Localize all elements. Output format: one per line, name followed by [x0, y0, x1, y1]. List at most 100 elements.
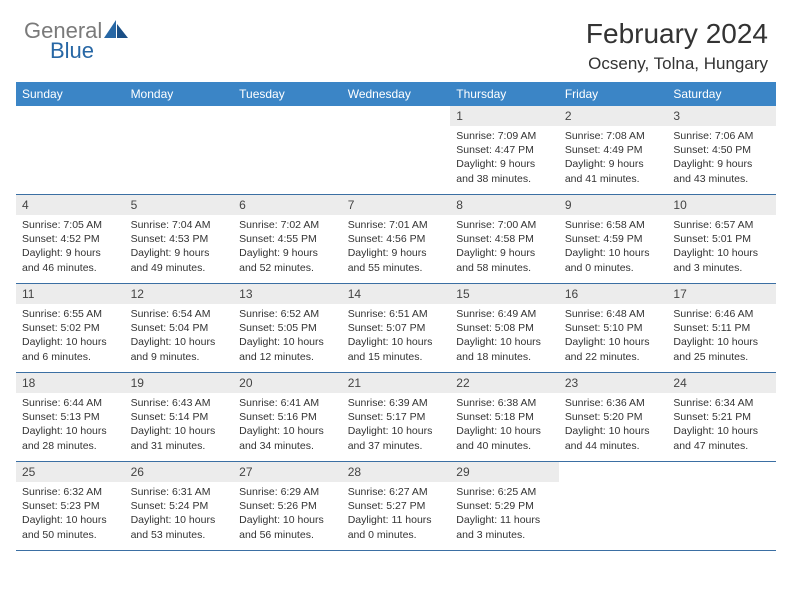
- day-details: Sunrise: 6:54 AMSunset: 5:04 PMDaylight:…: [125, 304, 234, 370]
- day-sunrise: Sunrise: 6:43 AM: [131, 396, 228, 410]
- day-day2: and 9 minutes.: [131, 350, 228, 364]
- day-sunset: Sunset: 4:59 PM: [565, 232, 662, 246]
- day-number: 12: [125, 284, 234, 304]
- day-details: Sunrise: 7:08 AMSunset: 4:49 PMDaylight:…: [559, 126, 668, 192]
- day-cell: 18Sunrise: 6:44 AMSunset: 5:13 PMDayligh…: [16, 373, 125, 461]
- day-details: Sunrise: 6:43 AMSunset: 5:14 PMDaylight:…: [125, 393, 234, 459]
- day-cell: [233, 106, 342, 194]
- day-cell: 17Sunrise: 6:46 AMSunset: 5:11 PMDayligh…: [667, 284, 776, 372]
- day-sunrise: Sunrise: 7:06 AM: [673, 129, 770, 143]
- logo-sail-icon: [104, 20, 130, 43]
- day-day2: and 38 minutes.: [456, 172, 553, 186]
- day-sunset: Sunset: 5:08 PM: [456, 321, 553, 335]
- day-sunrise: Sunrise: 7:08 AM: [565, 129, 662, 143]
- day-cell: 24Sunrise: 6:34 AMSunset: 5:21 PMDayligh…: [667, 373, 776, 461]
- day-number: 24: [667, 373, 776, 393]
- weekday-header: Tuesday: [233, 82, 342, 106]
- day-sunrise: Sunrise: 6:31 AM: [131, 485, 228, 499]
- day-sunset: Sunset: 5:04 PM: [131, 321, 228, 335]
- day-day2: and 40 minutes.: [456, 439, 553, 453]
- day-sunrise: Sunrise: 6:41 AM: [239, 396, 336, 410]
- day-day2: and 49 minutes.: [131, 261, 228, 275]
- day-sunrise: Sunrise: 6:34 AM: [673, 396, 770, 410]
- day-day1: Daylight: 9 hours: [22, 246, 119, 260]
- day-day1: Daylight: 10 hours: [131, 335, 228, 349]
- day-details: Sunrise: 6:55 AMSunset: 5:02 PMDaylight:…: [16, 304, 125, 370]
- day-sunset: Sunset: 5:07 PM: [348, 321, 445, 335]
- day-day2: and 0 minutes.: [348, 528, 445, 542]
- day-day1: Daylight: 10 hours: [456, 424, 553, 438]
- day-details: Sunrise: 6:57 AMSunset: 5:01 PMDaylight:…: [667, 215, 776, 281]
- day-cell: 22Sunrise: 6:38 AMSunset: 5:18 PMDayligh…: [450, 373, 559, 461]
- day-day1: Daylight: 10 hours: [239, 335, 336, 349]
- day-cell: 7Sunrise: 7:01 AMSunset: 4:56 PMDaylight…: [342, 195, 451, 283]
- day-day1: Daylight: 10 hours: [239, 424, 336, 438]
- day-day1: Daylight: 10 hours: [22, 513, 119, 527]
- day-day2: and 34 minutes.: [239, 439, 336, 453]
- day-day2: and 50 minutes.: [22, 528, 119, 542]
- day-sunrise: Sunrise: 6:32 AM: [22, 485, 119, 499]
- day-details: Sunrise: 6:46 AMSunset: 5:11 PMDaylight:…: [667, 304, 776, 370]
- day-details: Sunrise: 6:49 AMSunset: 5:08 PMDaylight:…: [450, 304, 559, 370]
- day-number: 11: [16, 284, 125, 304]
- day-number: [559, 462, 668, 482]
- calendar-week: 4Sunrise: 7:05 AMSunset: 4:52 PMDaylight…: [16, 195, 776, 284]
- page-title: February 2024: [586, 18, 768, 50]
- day-sunset: Sunset: 4:52 PM: [22, 232, 119, 246]
- day-details: Sunrise: 6:29 AMSunset: 5:26 PMDaylight:…: [233, 482, 342, 548]
- day-details: Sunrise: 6:31 AMSunset: 5:24 PMDaylight:…: [125, 482, 234, 548]
- day-cell: 26Sunrise: 6:31 AMSunset: 5:24 PMDayligh…: [125, 462, 234, 550]
- weekday-header: Sunday: [16, 82, 125, 106]
- day-number: 7: [342, 195, 451, 215]
- day-details: Sunrise: 6:58 AMSunset: 4:59 PMDaylight:…: [559, 215, 668, 281]
- day-details: Sunrise: 6:34 AMSunset: 5:21 PMDaylight:…: [667, 393, 776, 459]
- calendar-week: 25Sunrise: 6:32 AMSunset: 5:23 PMDayligh…: [16, 462, 776, 551]
- day-details: Sunrise: 6:52 AMSunset: 5:05 PMDaylight:…: [233, 304, 342, 370]
- weekday-header-row: SundayMondayTuesdayWednesdayThursdayFrid…: [16, 82, 776, 106]
- day-details: Sunrise: 6:32 AMSunset: 5:23 PMDaylight:…: [16, 482, 125, 548]
- day-cell: 21Sunrise: 6:39 AMSunset: 5:17 PMDayligh…: [342, 373, 451, 461]
- day-sunset: Sunset: 5:24 PM: [131, 499, 228, 513]
- weekday-header: Saturday: [667, 82, 776, 106]
- day-number: 3: [667, 106, 776, 126]
- calendar-week: 18Sunrise: 6:44 AMSunset: 5:13 PMDayligh…: [16, 373, 776, 462]
- day-number: 20: [233, 373, 342, 393]
- day-sunrise: Sunrise: 6:48 AM: [565, 307, 662, 321]
- day-sunset: Sunset: 5:18 PM: [456, 410, 553, 424]
- day-sunset: Sunset: 4:47 PM: [456, 143, 553, 157]
- day-day2: and 53 minutes.: [131, 528, 228, 542]
- day-day2: and 3 minutes.: [456, 528, 553, 542]
- day-day1: Daylight: 9 hours: [131, 246, 228, 260]
- day-day1: Daylight: 10 hours: [131, 424, 228, 438]
- day-sunset: Sunset: 4:50 PM: [673, 143, 770, 157]
- day-sunset: Sunset: 5:16 PM: [239, 410, 336, 424]
- day-day2: and 18 minutes.: [456, 350, 553, 364]
- day-sunset: Sunset: 4:53 PM: [131, 232, 228, 246]
- day-number: [125, 106, 234, 126]
- day-day1: Daylight: 10 hours: [673, 335, 770, 349]
- day-sunrise: Sunrise: 6:27 AM: [348, 485, 445, 499]
- day-sunrise: Sunrise: 6:29 AM: [239, 485, 336, 499]
- day-number: 21: [342, 373, 451, 393]
- day-number: 23: [559, 373, 668, 393]
- day-sunrise: Sunrise: 6:38 AM: [456, 396, 553, 410]
- day-number: 27: [233, 462, 342, 482]
- day-day2: and 46 minutes.: [22, 261, 119, 275]
- day-day2: and 55 minutes.: [348, 261, 445, 275]
- day-sunset: Sunset: 5:13 PM: [22, 410, 119, 424]
- day-details: Sunrise: 6:36 AMSunset: 5:20 PMDaylight:…: [559, 393, 668, 459]
- calendar-week: 1Sunrise: 7:09 AMSunset: 4:47 PMDaylight…: [16, 106, 776, 195]
- day-sunset: Sunset: 5:27 PM: [348, 499, 445, 513]
- day-day2: and 12 minutes.: [239, 350, 336, 364]
- day-day2: and 43 minutes.: [673, 172, 770, 186]
- day-day2: and 56 minutes.: [239, 528, 336, 542]
- day-day2: and 44 minutes.: [565, 439, 662, 453]
- day-sunset: Sunset: 5:21 PM: [673, 410, 770, 424]
- day-cell: [667, 462, 776, 550]
- day-cell: 23Sunrise: 6:36 AMSunset: 5:20 PMDayligh…: [559, 373, 668, 461]
- day-cell: 1Sunrise: 7:09 AMSunset: 4:47 PMDaylight…: [450, 106, 559, 194]
- day-cell: 4Sunrise: 7:05 AMSunset: 4:52 PMDaylight…: [16, 195, 125, 283]
- day-sunrise: Sunrise: 6:51 AM: [348, 307, 445, 321]
- day-day2: and 37 minutes.: [348, 439, 445, 453]
- day-sunset: Sunset: 5:20 PM: [565, 410, 662, 424]
